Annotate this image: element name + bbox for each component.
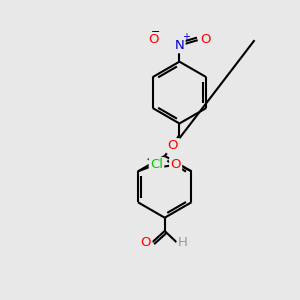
Text: O: O xyxy=(141,236,151,249)
Text: H: H xyxy=(178,236,188,249)
Text: −: − xyxy=(151,27,160,37)
Text: O: O xyxy=(201,33,211,46)
Text: Cl: Cl xyxy=(150,158,163,171)
Text: N: N xyxy=(175,39,184,52)
Text: O: O xyxy=(167,140,178,152)
Text: O: O xyxy=(148,33,159,46)
Text: +: + xyxy=(182,32,190,42)
Text: O: O xyxy=(170,158,181,171)
